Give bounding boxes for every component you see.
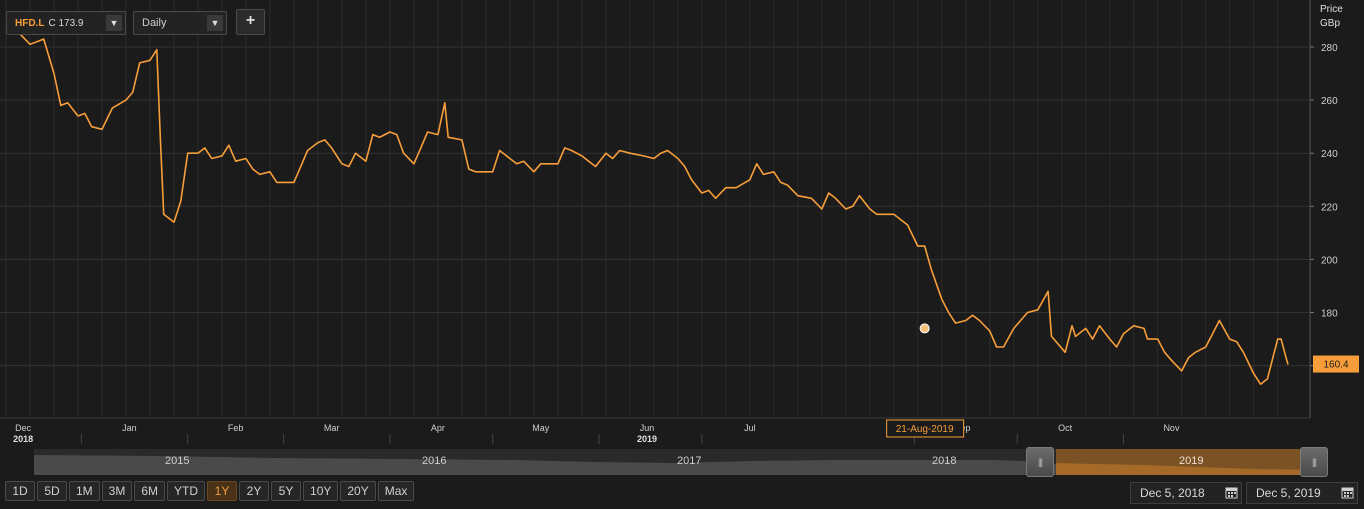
x-tick-year-label: 2019	[637, 434, 657, 444]
y-tick-label: 180	[1321, 309, 1338, 320]
navigator-left-handle[interactable]: |||	[1026, 447, 1054, 477]
x-tick-label: Jul	[744, 423, 756, 433]
x-tick-label: Dec	[15, 423, 32, 433]
x-tick-label: Jun	[640, 423, 655, 433]
navigator-year-label: 2015	[165, 455, 190, 467]
navigator-area: 2015 2016 2017 2018 2019 ||| |||	[0, 445, 1364, 478]
y-tick-label: 220	[1321, 202, 1338, 213]
x-tick-label: Mar	[324, 423, 340, 433]
x-tick-label: Feb	[228, 423, 244, 433]
calendar-icon[interactable]	[1341, 486, 1354, 499]
navigator-right-handle[interactable]: |||	[1300, 447, 1328, 477]
calendar-icon[interactable]	[1225, 486, 1238, 499]
range-button-2y[interactable]: 2Y	[239, 481, 270, 501]
start-date-field[interactable]: Dec 5, 2018	[1130, 482, 1242, 504]
navigator-year-label: 2019	[1179, 455, 1204, 467]
crosshair-date-label: 21-Aug-2019	[886, 419, 965, 438]
range-button-5d[interactable]: 5D	[37, 481, 67, 501]
symbol-ticker: HFD.L	[15, 17, 45, 29]
range-button-ytd[interactable]: YTD	[167, 481, 206, 501]
y-tick-label: 240	[1321, 149, 1338, 160]
crosshair-date-box	[886, 419, 965, 438]
add-button[interactable]: +	[236, 9, 265, 35]
interval-label: Daily	[142, 17, 167, 29]
end-date-value: Dec 5, 2019	[1256, 486, 1321, 500]
navigator-selection-fill	[1056, 463, 1324, 475]
range-button-1y[interactable]: 1Y	[207, 481, 238, 501]
currency-axis-title: GBp	[1320, 18, 1340, 29]
price-chart[interactable]: 160180200220240260280Dec2018JanFebMarApr…	[0, 0, 1364, 445]
start-date-value: Dec 5, 2018	[1140, 486, 1205, 500]
hover-point[interactable]	[919, 323, 930, 334]
range-button-1m[interactable]: 1M	[69, 481, 100, 501]
price-series-line[interactable]	[5, 27, 1289, 385]
range-button-max[interactable]: Max	[377, 481, 415, 501]
range-navigator[interactable]: 2015 2016 2017 2018 2019 ||| |||	[34, 447, 1328, 477]
range-button-5y[interactable]: 5Y	[271, 481, 302, 501]
range-button-6m[interactable]: 6M	[134, 481, 166, 501]
range-button-3m[interactable]: 3M	[101, 481, 133, 501]
close-price-label: C 173.9	[48, 17, 84, 29]
y-tick-label: 260	[1321, 96, 1338, 107]
x-tick-year-label: 2018	[13, 434, 33, 444]
range-button-10y[interactable]: 10Y	[303, 481, 339, 501]
current-value-badge	[1313, 355, 1359, 373]
price-axis-title: Price	[1320, 4, 1343, 15]
range-buttons: 1D 5D 1M 3M 6M YTD 1Y 2Y 5Y 10Y 20Y Max	[5, 481, 415, 501]
range-toolbar: 1D 5D 1M 3M 6M YTD 1Y 2Y 5Y 10Y 20Y Max …	[0, 478, 1364, 509]
chart-area[interactable]: 160180200220240260280Dec2018JanFebMarApr…	[0, 0, 1364, 445]
navigator-year-label: 2018	[932, 455, 957, 467]
symbol-selector[interactable]: HFD.L C 173.9 ▼	[6, 11, 126, 35]
x-tick-label: Jan	[122, 423, 137, 433]
end-date-field[interactable]: Dec 5, 2019	[1246, 482, 1358, 504]
x-tick-label: Oct	[1058, 423, 1073, 433]
range-button-1d[interactable]: 1D	[5, 481, 35, 501]
navigator-history-chart	[34, 455, 1314, 475]
crosshair-date-text: 21-Aug-2019	[896, 424, 954, 435]
chevron-down-icon[interactable]: ▼	[207, 15, 223, 31]
x-tick-label: Apr	[431, 423, 445, 433]
interval-selector[interactable]: Daily ▼	[133, 11, 227, 35]
y-tick-label: 200	[1321, 255, 1338, 266]
current-value-label: 160.4	[1323, 360, 1348, 371]
navigator-year-label: 2016	[422, 455, 447, 467]
navigator-year-label: 2017	[677, 455, 702, 467]
x-tick-label: Nov	[1163, 423, 1180, 433]
navigator-selection[interactable]	[1056, 449, 1324, 475]
y-tick-label: 280	[1321, 43, 1338, 54]
chevron-down-icon[interactable]: ▼	[106, 15, 122, 31]
range-button-20y[interactable]: 20Y	[340, 481, 376, 501]
x-tick-label: May	[532, 423, 550, 433]
